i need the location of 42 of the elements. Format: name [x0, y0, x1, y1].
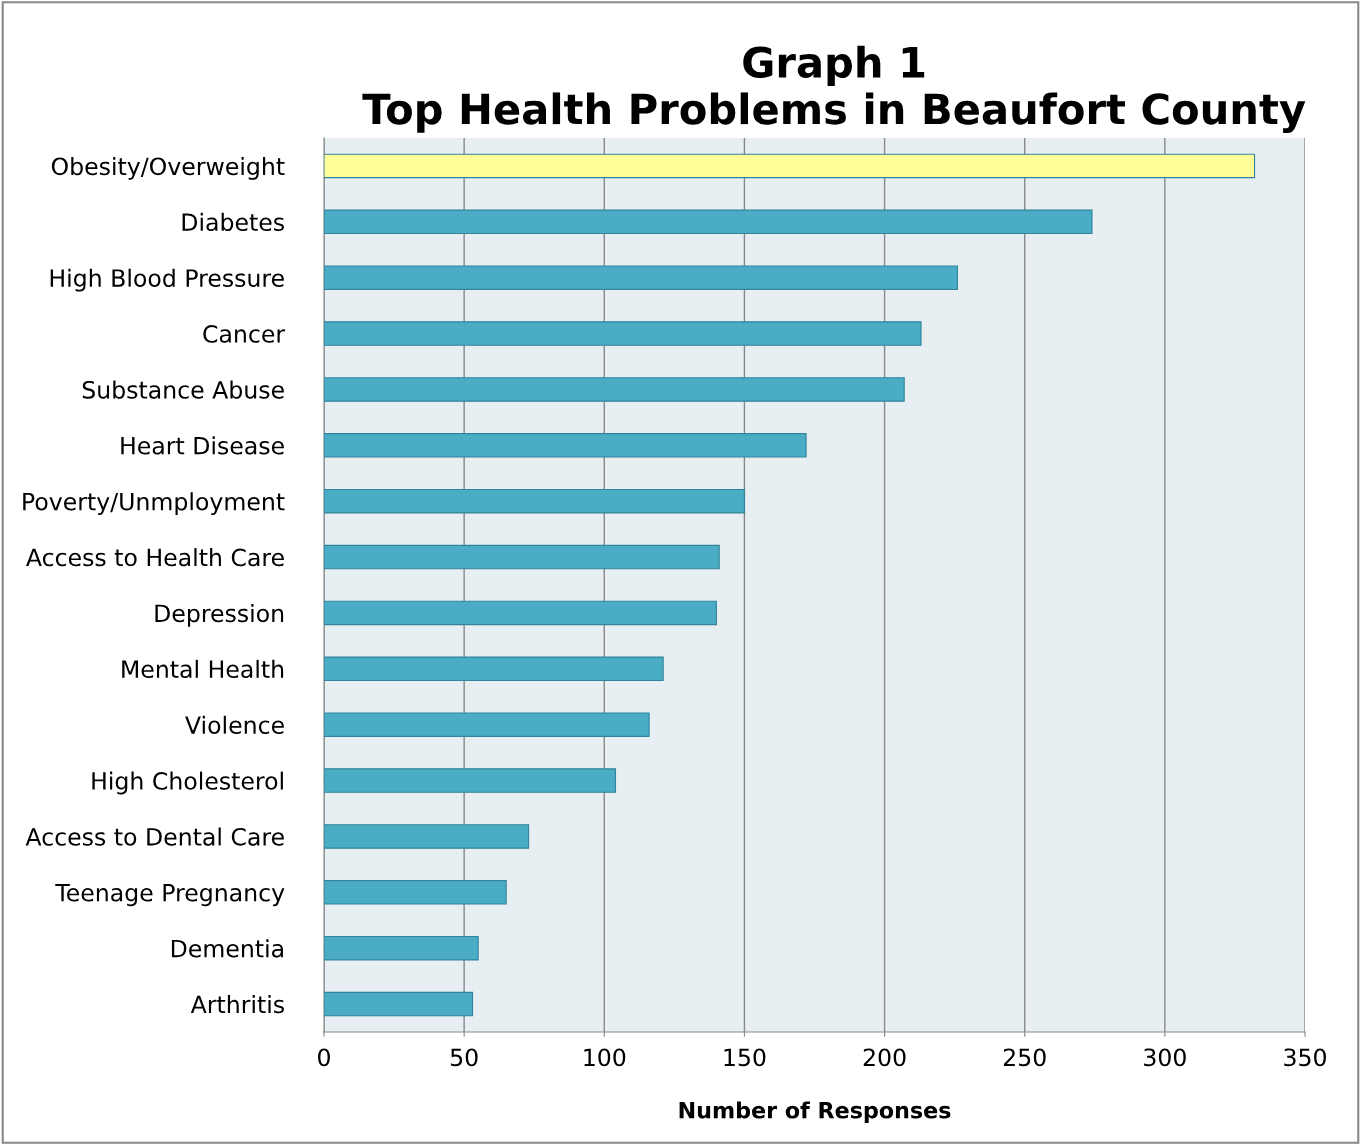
y-tick-label: Access to Dental Care — [25, 827, 284, 846]
y-tick-label: Poverty/Unmployment — [23, 492, 285, 516]
y-tick-label: High Cholesterol — [92, 771, 283, 795]
y-tick-label: Violence — [185, 715, 284, 734]
x-tick-label: 300 — [1144, 1048, 1186, 1067]
bar — [324, 488, 745, 514]
bar — [324, 600, 717, 626]
y-tick-label: Depression — [155, 603, 284, 627]
bar — [324, 153, 1256, 179]
bar — [324, 712, 650, 737]
x-tick-label: 150 — [724, 1048, 766, 1067]
bar — [324, 544, 720, 570]
bar — [324, 656, 664, 682]
y-tick-label: Teenage Pregnancy — [55, 884, 285, 907]
x-tick-label: 50 — [450, 1048, 478, 1067]
x-tick-label: 350 — [1284, 1048, 1326, 1067]
bar — [324, 433, 807, 458]
y-tick-label: Dementia — [171, 939, 283, 958]
x-tick-label: 100 — [584, 1048, 626, 1067]
bar — [324, 265, 959, 290]
x-axis-title: Number of Responses — [679, 1101, 951, 1123]
y-tick-label: Obesity/Overweight — [51, 156, 285, 180]
chart-title: Graph 1 Top Health Problems in Beaufort County — [362, 45, 1306, 134]
bar — [324, 935, 479, 961]
y-tick-label: Substance Abuse — [82, 380, 284, 399]
y-tick-label: Cancer — [203, 325, 286, 343]
y-tick-label: Access to Health Care — [26, 548, 284, 567]
x-tick-label: 250 — [1003, 1048, 1046, 1067]
bar — [324, 991, 474, 1017]
x-tick-label: 200 — [863, 1048, 906, 1067]
bar — [324, 321, 922, 346]
y-tick-label: High Blood Pressure — [50, 268, 284, 292]
bar — [324, 377, 905, 402]
y-tick-label: Arthritis — [190, 995, 284, 1014]
x-tick-label: 0 — [318, 1048, 330, 1067]
y-tick-label: Diabetes — [182, 212, 284, 232]
y-tick-label: Mental Health — [122, 659, 284, 679]
bar — [324, 880, 507, 905]
bar — [324, 768, 617, 793]
bar — [324, 824, 530, 849]
y-tick-label: Heart Disease — [121, 436, 284, 455]
bar — [324, 209, 1093, 235]
